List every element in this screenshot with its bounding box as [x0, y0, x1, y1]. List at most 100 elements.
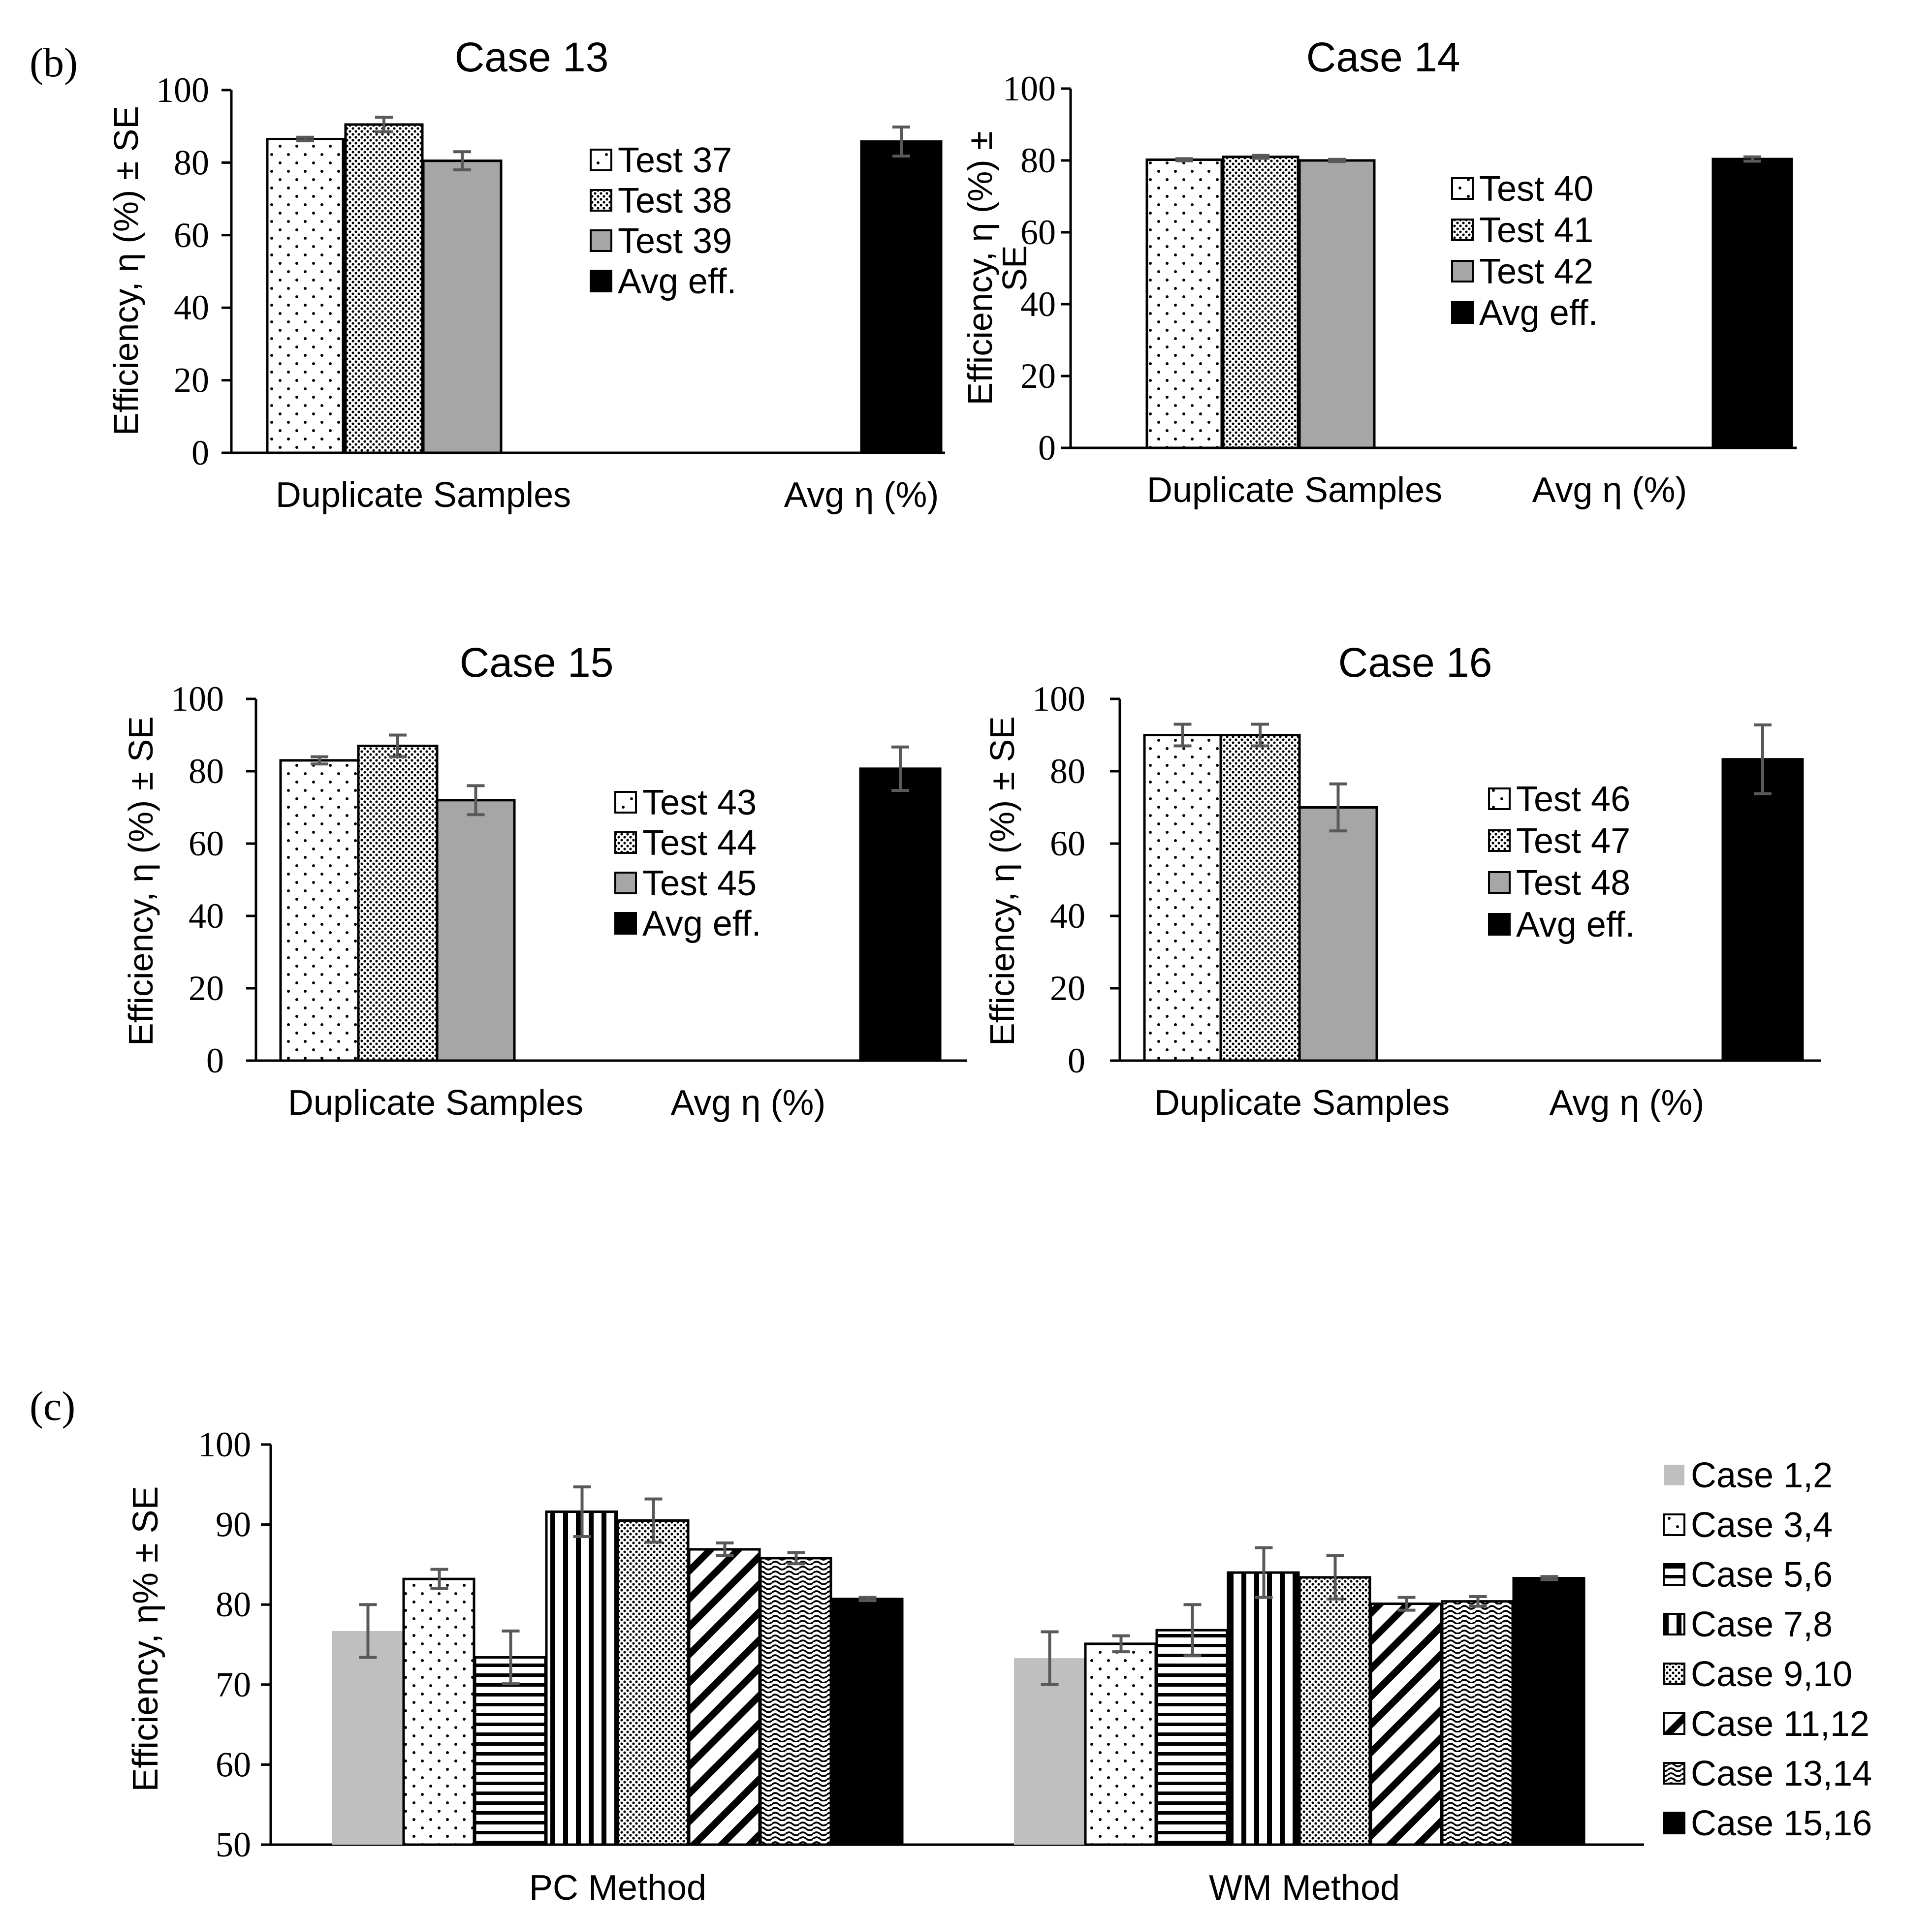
- bar-case-9-10: [1298, 1576, 1371, 1846]
- x-category-label: Avg η (%): [1532, 471, 1687, 510]
- legend-label: Test 41: [1479, 211, 1593, 250]
- chart-title: Case 14: [1306, 34, 1460, 80]
- chart-title: Case 16: [1338, 639, 1492, 686]
- y-axis-label: Efficiency, η (%) ± SE: [983, 716, 1021, 1046]
- y-tick-label: 20: [189, 969, 224, 1008]
- bar-test-48: [1298, 806, 1378, 1062]
- legend-swatch: [1488, 871, 1511, 894]
- legend-swatch: [1488, 913, 1511, 936]
- y-tick-label: 20: [1020, 356, 1056, 396]
- y-tick-label: 20: [174, 361, 209, 400]
- x-category-label: Duplicate Samples: [1147, 471, 1442, 510]
- y-tick-label: 80: [1020, 141, 1056, 180]
- legend-swatch: [590, 149, 612, 171]
- legend-swatch: [614, 872, 637, 894]
- y-tick-label: 40: [189, 896, 224, 936]
- y-axis-label: Efficiency, η (%) ± SE: [122, 716, 160, 1046]
- legend-swatch: [590, 270, 612, 292]
- bar-case-15-16: [1512, 1577, 1585, 1846]
- y-tick-label: 40: [174, 288, 209, 327]
- bar-test-37: [266, 137, 345, 454]
- bar-case-1-2: [1014, 1658, 1084, 1845]
- panel-label-c: (c): [30, 1383, 75, 1429]
- legend-swatch: [1663, 1812, 1685, 1834]
- y-tick-label: 100: [1032, 679, 1085, 719]
- legend-label: Case 13,14: [1691, 1754, 1872, 1793]
- y-tick-label: 60: [216, 1745, 251, 1784]
- x-category-label: Avg η (%): [784, 475, 939, 515]
- y-axis-label: Efficiency, η% ± SE: [126, 1486, 165, 1791]
- legend-swatch: [1451, 219, 1474, 241]
- y-axis-label: Efficiency, η (%) ±SE: [961, 131, 1034, 405]
- bar-case-13-14: [759, 1557, 832, 1846]
- legend-swatch: [1451, 260, 1474, 283]
- bar-case-7-8: [1227, 1571, 1300, 1846]
- bar-case-11-12: [1369, 1603, 1443, 1846]
- bar-test-44: [357, 745, 439, 1062]
- bar-test-39: [422, 159, 503, 454]
- legend-swatch: [614, 791, 637, 814]
- legend-label: Case 7,8: [1691, 1605, 1833, 1644]
- y-tick-label: 80: [189, 752, 224, 791]
- legend-swatch: [590, 189, 612, 212]
- bar-case-3-4: [402, 1577, 475, 1846]
- legend-label: Avg eff.: [1479, 293, 1598, 333]
- chart-title: Case 15: [460, 639, 614, 686]
- legend-label: Test 43: [642, 783, 757, 822]
- legend-swatch: [1488, 787, 1511, 810]
- legend-label: Case 9,10: [1691, 1655, 1852, 1694]
- x-category-label: WM Method: [1209, 1868, 1400, 1908]
- legend-label: Avg eff.: [618, 262, 737, 301]
- y-axis-label: Efficiency, η (%) ± SE: [107, 106, 145, 436]
- bar-test-40: [1145, 158, 1223, 449]
- bar-case-9-10: [616, 1519, 690, 1846]
- bar-avg-eff-: [1721, 758, 1804, 1062]
- y-tick-label: 80: [1050, 752, 1085, 791]
- legend-swatch: [1451, 301, 1474, 324]
- bar-test-43: [279, 759, 360, 1062]
- legend-label: Avg eff.: [1516, 905, 1635, 944]
- bar-case-15-16: [830, 1598, 904, 1846]
- bar-avg-eff-: [859, 767, 942, 1062]
- y-tick-label: 60: [1020, 213, 1056, 252]
- legend-label: Test 48: [1516, 863, 1630, 903]
- bar-test-46: [1143, 734, 1222, 1062]
- legend-label: Test 40: [1479, 169, 1593, 209]
- legend-label: Test 47: [1516, 821, 1630, 861]
- y-tick-label: 100: [1003, 69, 1056, 108]
- legend-label: Test 44: [642, 823, 757, 863]
- bar-test-41: [1222, 156, 1299, 449]
- y-tick-label: 40: [1050, 896, 1085, 936]
- y-tick-label: 100: [198, 1425, 251, 1464]
- legend-swatch: [1663, 1663, 1685, 1685]
- legend-label: Test 37: [618, 141, 732, 180]
- y-tick-label: 0: [206, 1041, 224, 1080]
- legend-swatch: [1663, 1712, 1685, 1735]
- bar-case-11-12: [688, 1548, 761, 1846]
- legend-label: Case 11,12: [1691, 1704, 1869, 1744]
- chart-case-15: Case 15 Efficiency, η (%) ± SE 0 20 40 60 80 10…: [122, 639, 967, 1123]
- y-tick-label: 0: [1038, 428, 1056, 468]
- x-category-label: PC Method: [529, 1868, 706, 1908]
- y-tick-label: 60: [189, 824, 224, 863]
- legend-label: Case 15,16: [1691, 1804, 1872, 1843]
- legend-swatch: [1663, 1513, 1685, 1536]
- y-tick-label: 60: [1050, 824, 1085, 863]
- bar-avg-eff-: [1711, 157, 1793, 449]
- bar-case-13-14: [1441, 1600, 1514, 1846]
- legend-swatch: [1488, 829, 1511, 852]
- y-tick-label: 40: [1020, 284, 1056, 324]
- bar-case-5-6: [1155, 1629, 1229, 1846]
- bar-test-47: [1219, 734, 1301, 1062]
- legend-swatch: [614, 831, 637, 854]
- legend-swatch: [1663, 1613, 1685, 1635]
- chart-case-14: Case 14 Efficiency, η (%) ±SE0 20 40 60 80 100…: [961, 34, 1797, 510]
- x-category-label: Duplicate Samples: [288, 1083, 583, 1123]
- bar-test-38: [344, 123, 424, 454]
- y-tick-label: 50: [216, 1825, 251, 1864]
- legend-swatch: [1663, 1563, 1685, 1586]
- x-category-label: Duplicate Samples: [1154, 1083, 1450, 1123]
- legend-label: Test 39: [618, 221, 732, 261]
- y-tick-label: 70: [216, 1665, 251, 1704]
